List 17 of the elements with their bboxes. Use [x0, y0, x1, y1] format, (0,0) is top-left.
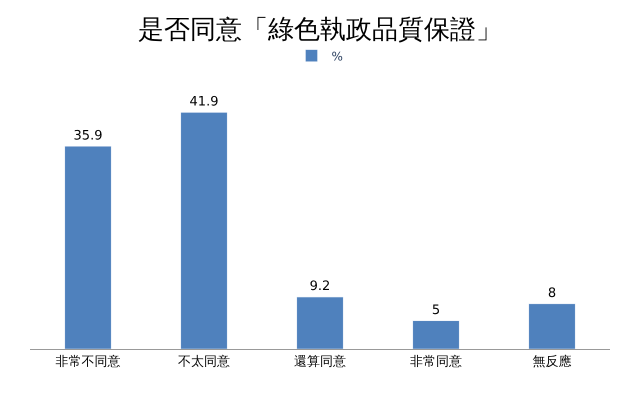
- bar: [64, 146, 112, 349]
- x-tick-label: 還算同意: [294, 354, 346, 370]
- bar: [180, 112, 228, 349]
- x-tick-label: 非常同意: [410, 354, 462, 370]
- x-tick-label: 無反應: [532, 354, 572, 370]
- data-label: 35.9: [74, 128, 102, 144]
- data-label: 41.9: [190, 94, 218, 110]
- bar: [412, 320, 460, 349]
- chart-title: 是否同意「綠色執政品質保證」: [138, 14, 502, 45]
- bar: [528, 304, 576, 349]
- data-label: 8: [548, 286, 556, 301]
- x-tick-label: 不太同意: [178, 354, 230, 370]
- bar: [296, 296, 344, 349]
- x-tick-label: 非常不同意: [56, 354, 120, 370]
- legend-label: %: [332, 49, 343, 64]
- data-label: 9.2: [310, 279, 330, 294]
- data-label: 5: [432, 302, 440, 318]
